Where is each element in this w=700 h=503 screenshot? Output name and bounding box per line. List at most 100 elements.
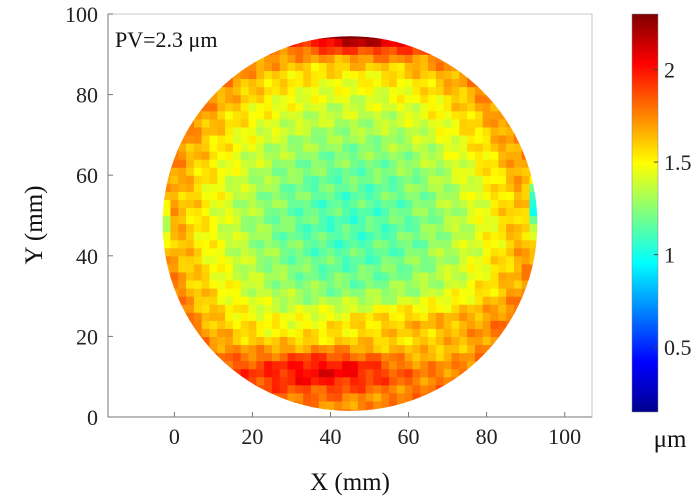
- heatmap-cell: [428, 376, 437, 386]
- heatmap-cell: [451, 360, 460, 370]
- heatmap-cell: [303, 142, 312, 152]
- heatmap-cell: [201, 126, 211, 136]
- heatmap-cell: [232, 78, 242, 88]
- heatmap-cell: [295, 352, 304, 362]
- heatmap-cell: [310, 38, 320, 47]
- heatmap-cell: [373, 207, 382, 217]
- heatmap-cell: [389, 368, 398, 378]
- heatmap-cell: [420, 384, 429, 394]
- heatmap-cell: [303, 207, 312, 217]
- heatmap-cell: [404, 207, 414, 217]
- heatmap-cell: [350, 344, 359, 354]
- heatmap-cell: [310, 247, 320, 257]
- heatmap-cell: [389, 199, 398, 209]
- y-tick-label: 100: [65, 2, 98, 27]
- heatmap-cell: [389, 118, 398, 128]
- heatmap-cell: [240, 271, 250, 281]
- heatmap-cell: [326, 62, 335, 72]
- heatmap-cell: [279, 328, 289, 337]
- heatmap-cell: [303, 191, 312, 200]
- heatmap-cell: [396, 392, 406, 402]
- heatmap-cell: [404, 159, 414, 168]
- heatmap-cell: [318, 151, 328, 160]
- x-tick-label: 40: [319, 424, 341, 449]
- heatmap-cell: [428, 134, 437, 144]
- heatmap-cell: [350, 271, 359, 281]
- heatmap-cell: [271, 360, 281, 370]
- heatmap-cell: [264, 352, 273, 362]
- heatmap-cell: [256, 86, 265, 96]
- heatmap-cell: [287, 368, 296, 378]
- heatmap-cell: [389, 175, 398, 184]
- heatmap-cell: [381, 231, 390, 241]
- heatmap-cell: [467, 255, 476, 265]
- heatmap-cell: [365, 312, 375, 321]
- heatmap-cell: [295, 110, 304, 120]
- heatmap-cell: [342, 36, 351, 39]
- heatmap-cell: [482, 191, 492, 200]
- heatmap-cell: [303, 167, 312, 176]
- heatmap-cell: [310, 207, 320, 217]
- heatmap-cell: [326, 78, 335, 88]
- heatmap-cell: [326, 94, 335, 104]
- heatmap-cell: [350, 312, 359, 321]
- heatmap-cell: [209, 126, 218, 136]
- heatmap-cell: [420, 336, 429, 346]
- heatmap-cell: [451, 175, 460, 184]
- heatmap-cell: [389, 279, 398, 289]
- heatmap-cell: [186, 207, 195, 217]
- heatmap-cell: [248, 151, 257, 160]
- heatmap-cell: [420, 215, 429, 225]
- heatmap-cell: [451, 94, 460, 104]
- heatmap-cell: [357, 207, 367, 217]
- heatmap-cell: [232, 368, 242, 378]
- heatmap-cell: [201, 102, 211, 112]
- heatmap-cell: [303, 86, 312, 96]
- heatmap-cell: [232, 86, 242, 96]
- heatmap-cell: [467, 320, 476, 329]
- heatmap-cell: [201, 328, 211, 337]
- heatmap-cell: [459, 118, 468, 128]
- heatmap-cell: [521, 159, 531, 168]
- heatmap-cell: [498, 304, 507, 313]
- heatmap-cell: [256, 62, 265, 72]
- heatmap-cell: [310, 279, 320, 289]
- heatmap-cell: [318, 94, 328, 104]
- heatmap-cell: [310, 199, 320, 209]
- heatmap-cell: [326, 70, 335, 80]
- heatmap-cell: [389, 384, 398, 394]
- heatmap-cell: [357, 175, 367, 184]
- heatmap-cell: [232, 142, 242, 152]
- heatmap-cell: [373, 320, 382, 329]
- heatmap-cell: [412, 296, 421, 305]
- x-tick-label: 100: [548, 424, 581, 449]
- heatmap-cell: [310, 336, 320, 346]
- heatmap-cell: [396, 78, 406, 88]
- heatmap-cell: [225, 271, 234, 281]
- heatmap-cell: [318, 183, 328, 192]
- heatmap-cell: [365, 118, 375, 128]
- heatmap-cell: [521, 255, 531, 265]
- heatmap-cell: [357, 231, 367, 241]
- heatmap-cell: [232, 175, 242, 184]
- heatmap-cell: [428, 320, 437, 329]
- heatmap-cell: [373, 199, 382, 209]
- heatmap-cell: [474, 271, 484, 281]
- heatmap-cell: [279, 263, 289, 273]
- heatmap-cell: [506, 207, 515, 217]
- heatmap-cell: [357, 328, 367, 337]
- heatmap-cell: [373, 247, 382, 257]
- heatmap-cell: [506, 288, 515, 297]
- heatmap-cell: [225, 344, 234, 354]
- heatmap-cell: [271, 223, 281, 233]
- heatmap-cell: [318, 312, 328, 321]
- heatmap-cell: [373, 38, 382, 47]
- heatmap-cell: [264, 231, 273, 241]
- heatmap-cell: [357, 142, 367, 152]
- heatmap-cell: [482, 239, 492, 249]
- heatmap-cell: [287, 360, 296, 370]
- heatmap-cell: [404, 320, 414, 329]
- heatmap-cell: [396, 159, 406, 168]
- heatmap-cell: [428, 255, 437, 265]
- heatmap-cell: [279, 78, 289, 88]
